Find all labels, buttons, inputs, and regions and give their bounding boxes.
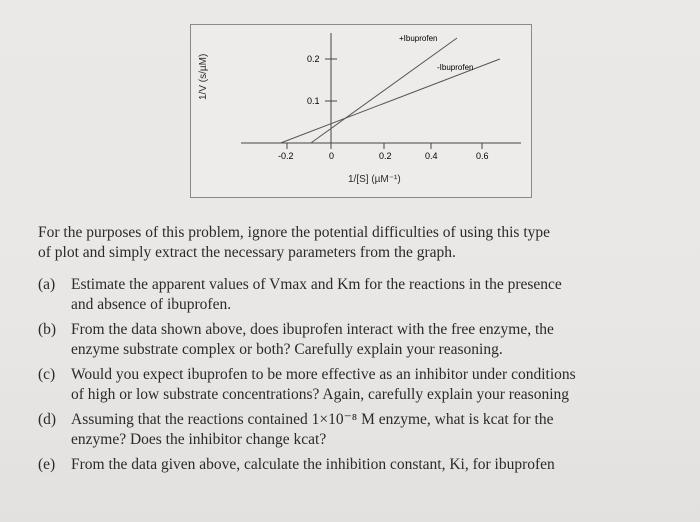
- question-line-1: Would you expect ibuprofen to be more ef…: [71, 366, 576, 383]
- question-a: (a) Estimate the apparent values of Vmax…: [38, 275, 700, 315]
- question-label: (e): [38, 456, 56, 473]
- question-label: (d): [38, 411, 57, 428]
- y-axis-label: 1/V (s/µM): [198, 53, 209, 100]
- x-tick-label: 0.4: [425, 151, 438, 161]
- question-line-1: Estimate the apparent values of Vmax and…: [71, 276, 562, 293]
- x-tick-label: 0.2: [379, 151, 392, 161]
- question-line-1: From the data shown above, does ibuprofe…: [71, 321, 554, 338]
- plot-svg: -0.2 0 0.2 0.4 0.6 0.2 0.1 +Ibuprofen -I…: [241, 33, 521, 161]
- legend-plus-ibuprofen: +Ibuprofen: [399, 34, 437, 43]
- x-tick-label: 0.6: [476, 151, 489, 161]
- lineweaver-burk-figure: -0.2 0 0.2 0.4 0.6 0.2 0.1 +Ibuprofen -I…: [190, 24, 532, 198]
- question-label: (a): [38, 276, 56, 293]
- intro-line-1: For the purposes of this problem, ignore…: [38, 224, 550, 241]
- question-line-2: and absence of ibuprofen.: [71, 296, 232, 313]
- question-line-1: Assuming that the reactions contained 1×…: [71, 411, 554, 428]
- x-axis-label: 1/[S] (µM⁻¹): [348, 174, 401, 185]
- question-d: (d) Assuming that the reactions containe…: [38, 410, 700, 450]
- question-b: (b) From the data shown above, does ibup…: [38, 320, 700, 360]
- question-e: (e) From the data given above, calculate…: [38, 455, 700, 475]
- question-line-2: enzyme substrate complex or both? Carefu…: [71, 341, 503, 358]
- series-line-plus-ibuprofen: [310, 37, 458, 144]
- question-label: (c): [38, 366, 56, 383]
- question-label: (b): [38, 321, 57, 338]
- y-tick-label: 0.2: [307, 54, 320, 64]
- y-tick-label: 0.1: [307, 96, 320, 106]
- series-line-minus-ibuprofen: [280, 58, 501, 144]
- question-line-2: enzyme? Does the inhibitor change kcat?: [71, 431, 327, 448]
- question-line-2: of high or low substrate concentrations?…: [71, 386, 570, 403]
- question-line-1: From the data given above, calculate the…: [71, 456, 555, 473]
- legend-minus-ibuprofen: -Ibuprofen: [437, 63, 473, 72]
- question-c: (c) Would you expect ibuprofen to be mor…: [38, 365, 700, 405]
- problem-text: For the purposes of this problem, ignore…: [38, 223, 700, 480]
- x-tick-label: -0.2: [278, 151, 294, 161]
- intro-line-2: of plot and simply extract the necessary…: [38, 244, 456, 261]
- x-tick-label: 0: [329, 151, 334, 161]
